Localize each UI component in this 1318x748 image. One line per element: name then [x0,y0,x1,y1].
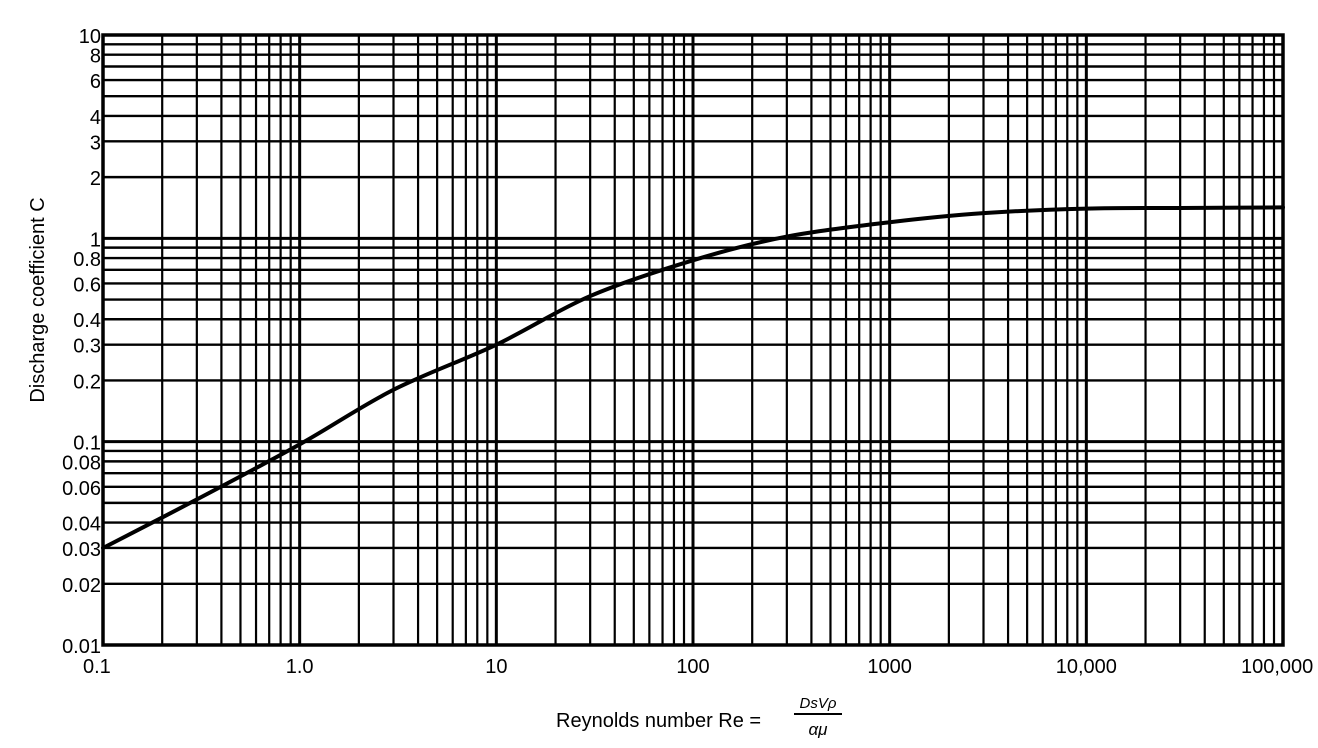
x-tick-label: 1000 [867,656,912,678]
y-tick-label: 3 [90,132,101,154]
y-tick-label: 2 [90,168,101,190]
y-tick-label: 0.1 [73,433,101,455]
x-axis-label: Reynolds number Re = [556,710,761,732]
x-tick-label: 100 [676,656,709,678]
y-tick-label: 0.4 [73,310,101,332]
x-tick-label: 10,000 [1056,656,1117,678]
y-tick-label: 0.2 [73,371,101,393]
y-tick-labels: 108 6 4 3 2 10.8 0.6 0.4 0.3 0.2 0.10.08 0.06 0.04 0.… [62,26,101,658]
y-tick-label: 10 [79,26,101,48]
grid [101,33,1285,647]
y-tick-label: 8 [90,46,101,68]
series-line-0 [101,205,1285,550]
curve-layer [101,205,1285,550]
x-tick-label: 0.1 [83,656,111,678]
y-tick-label: 4 [90,107,101,129]
x-tick-label: 1.0 [286,656,314,678]
y-tick-label: 0.06 [62,478,101,500]
y-tick-label: 0.02 [62,575,101,597]
y-tick-label: 0.8 [73,249,101,271]
x-tick-label: 100,000 [1241,656,1313,678]
y-tick-label: 6 [90,71,101,93]
y-tick-label: 0.01 [62,636,101,658]
x-tick-label: 10 [485,656,507,678]
x-axis-formula-numerator: DsVρ [800,695,837,712]
plot-frame [101,33,1285,647]
y-tick-label: 0.08 [62,452,101,474]
y-tick-label: 0.03 [62,539,101,561]
y-tick-label: 1 [90,229,101,251]
y-tick-label: 0.04 [62,514,101,536]
y-axis-label: Discharge coefficient C [27,197,49,402]
y-tick-label: 0.6 [73,274,101,296]
x-tick-labels: 0.1 1.0 10 100 1000 10,000 100,000 [83,656,1313,678]
x-axis-formula-denominator: αμ [808,720,828,739]
y-tick-label: 0.3 [73,336,101,358]
